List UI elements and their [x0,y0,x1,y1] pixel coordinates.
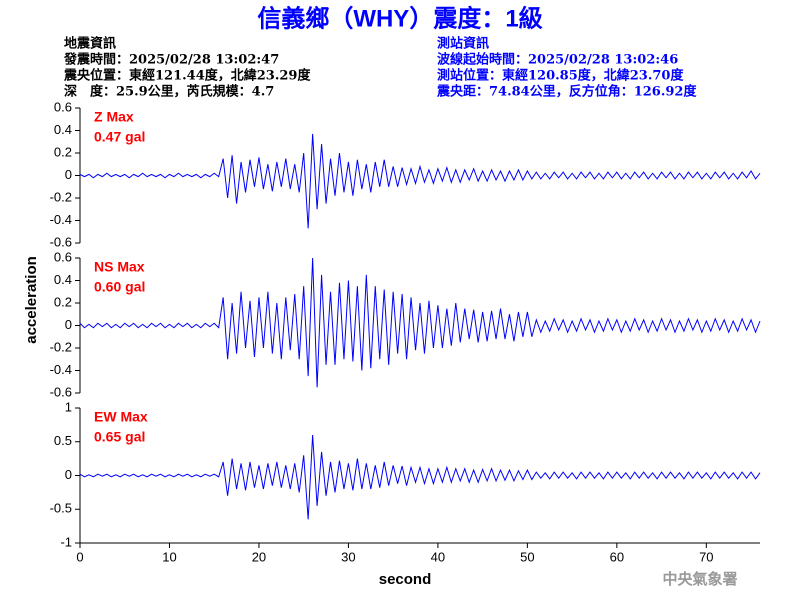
y-tick-label: -0.5 [50,501,72,516]
y-tick-label: 0.2 [54,294,72,309]
trace-max: 0.65 gal [94,429,145,445]
y-axis-label: acceleration [23,256,40,344]
y-tick-label: 0.2 [54,144,72,159]
y-tick-label: 0 [65,317,72,332]
footer: 中央氣象署 [662,570,737,588]
y-tick-label: 0.4 [54,122,72,137]
trace-label: Z Max [94,109,134,125]
chart-title: 信義鄉（WHY）震度：1級 [257,4,542,32]
x-tick-label: 50 [520,549,534,564]
y-tick-label: -0.6 [50,384,72,399]
x-tick-label: 30 [341,549,355,564]
x-tick-label: 10 [162,549,176,564]
x-tick-label: 40 [431,549,445,564]
y-tick-label: -1 [60,534,72,549]
y-tick-label: 0 [65,167,72,182]
trace-max: 0.60 gal [94,279,145,295]
x-axis-label: second [379,571,432,588]
info-line: 波線起始時間：2025/02/28 13:02:46 [437,52,678,68]
info-line: 測站資訊 [437,36,489,52]
y-tick-label: 1 [65,399,72,414]
y-tick-label: 0.5 [54,433,72,448]
info-line: 震央距：74.84公里，反方位角：126.92度 [436,84,697,100]
y-tick-label: -0.6 [50,234,72,249]
info-line: 地震資訊 [64,36,116,52]
y-tick-label: -0.4 [50,362,72,377]
x-tick-label: 70 [699,549,713,564]
info-line: 震央位置：東經121.44度，北緯23.29度 [63,68,311,84]
y-tick-label: 0 [65,467,72,482]
info-line: 測站位置：東經120.85度，北緯23.70度 [437,68,684,84]
waveform [79,133,761,229]
x-tick-label: 20 [252,549,266,564]
x-tick-label: 0 [76,549,83,564]
y-tick-label: 0.4 [54,272,72,287]
y-tick-label: -0.4 [50,212,72,227]
info-line: 發震時間：2025/02/28 13:02:47 [63,52,279,68]
y-tick-label: -0.2 [50,339,72,354]
trace-label: EW Max [94,409,148,425]
y-tick-label: 0.6 [54,249,72,264]
x-tick-label: 60 [610,549,624,564]
y-tick-label: 0.6 [54,99,72,114]
trace-max: 0.47 gal [94,129,145,145]
y-tick-label: -0.2 [50,189,72,204]
waveform [79,434,761,520]
info-line: 深 度：25.9公里，芮氏規模：4.7 [64,84,274,100]
trace-label: NS Max [94,259,145,275]
waveform [79,257,761,388]
